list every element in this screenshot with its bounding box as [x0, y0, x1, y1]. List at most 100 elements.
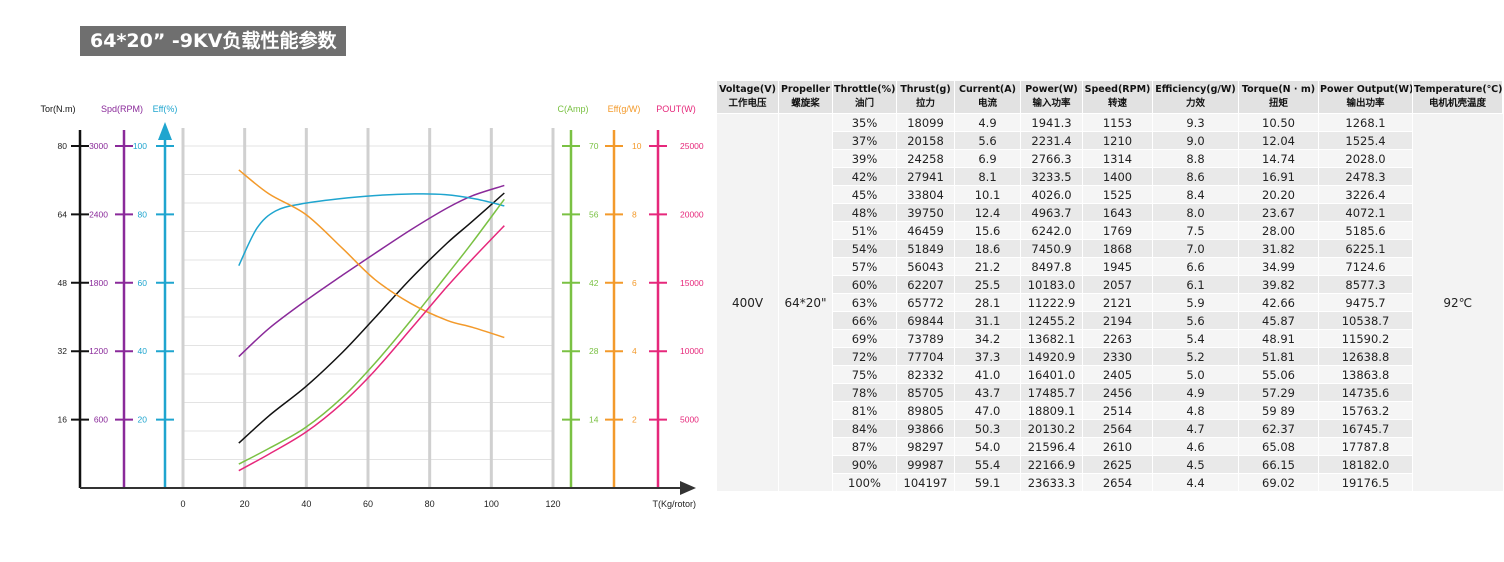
table-row: 57% 56043 21.2 8497.8 1945 6.6 34.99 7124.6 — [717, 257, 1503, 276]
table-cell: 77704 — [896, 347, 955, 366]
table-cell: 1210 — [1082, 131, 1153, 150]
column-header-en: Throttle(%) — [834, 84, 896, 95]
column-header: Thrust(g) 拉力 — [896, 80, 955, 114]
column-header: Power(W) 输入功率 — [1020, 80, 1083, 114]
table-cell: 14735.6 — [1318, 383, 1413, 402]
table-cell: 17485.7 — [1020, 383, 1083, 402]
amp-tick-label: 56 — [589, 209, 599, 219]
table-cell: 2263 — [1082, 329, 1153, 348]
table-cell: 51.81 — [1238, 347, 1319, 366]
column-header-cn: 输入功率 — [1032, 98, 1071, 109]
table-cell: 90% — [832, 455, 897, 474]
table-cell: 69.02 — [1238, 473, 1319, 492]
tor-tick-label: 32 — [58, 346, 68, 356]
amp-tick-label: 14 — [589, 415, 599, 425]
table-cell: 55.06 — [1238, 365, 1319, 384]
temperature-cell: 92℃ — [1412, 113, 1503, 492]
column-header-en: Torque(N · m) — [1241, 84, 1316, 95]
table-cell: 1643 — [1082, 203, 1153, 222]
table-cell: 7124.6 — [1318, 257, 1413, 276]
table-cell: 89805 — [896, 401, 955, 420]
table-row: 78% 85705 43.7 17485.7 2456 4.9 57.29 14735.6 — [717, 383, 1503, 402]
table-cell: 1945 — [1082, 257, 1153, 276]
amp-series-line — [238, 198, 505, 465]
column-header-cn: 输出功率 — [1346, 98, 1385, 109]
table-cell: 59 89 — [1238, 401, 1319, 420]
table-cell: 33804 — [896, 185, 955, 204]
column-header: Propeller 螺旋桨 — [778, 80, 833, 114]
table-row: 48% 39750 12.4 4963.7 1643 8.0 23.67 4072.1 — [717, 203, 1503, 222]
table-cell: 11590.2 — [1318, 329, 1413, 348]
table-cell: 28.1 — [954, 293, 1021, 312]
table-cell: 65772 — [896, 293, 955, 312]
table-cell: 8.1 — [954, 167, 1021, 186]
column-header-cn: 扭矩 — [1268, 98, 1288, 109]
table-cell: 7450.9 — [1020, 239, 1083, 258]
table-row: 39% 24258 6.9 2766.3 1314 8.8 14.74 2028.0 — [717, 149, 1503, 168]
table-cell: 25.5 — [954, 275, 1021, 294]
table-cell: 56043 — [896, 257, 955, 276]
table-row: 84% 93866 50.3 20130.2 2564 4.7 62.37 16745.7 — [717, 419, 1503, 438]
table-cell: 16401.0 — [1020, 365, 1083, 384]
column-header-cn: 拉力 — [915, 98, 935, 109]
table-cell: 12638.8 — [1318, 347, 1413, 366]
table-cell: 2766.3 — [1020, 149, 1083, 168]
column-header: Speed(RPM) 转速 — [1082, 80, 1153, 114]
table-cell: 60% — [832, 275, 897, 294]
eff-tick-label: 80 — [138, 209, 148, 219]
pout-tick-label: 25000 — [680, 141, 704, 151]
table-row: 69% 73789 34.2 13682.1 2263 5.4 48.91 11590.2 — [717, 329, 1503, 348]
table-cell: 12.4 — [954, 203, 1021, 222]
table-cell: 20158 — [896, 131, 955, 150]
table-cell: 6.6 — [1152, 257, 1239, 276]
pout-tick-label: 10000 — [680, 346, 704, 356]
table-cell: 5.6 — [954, 131, 1021, 150]
table-cell: 7.5 — [1152, 221, 1239, 240]
table-cell: 2514 — [1082, 401, 1153, 420]
table-cell: 4963.7 — [1020, 203, 1083, 222]
table-cell: 65.08 — [1238, 437, 1319, 456]
table-cell: 16.91 — [1238, 167, 1319, 186]
table-cell: 45.87 — [1238, 311, 1319, 330]
table-row: 90% 99987 55.4 22166.9 2625 4.5 66.15 18182.0 — [717, 455, 1503, 474]
spd-series-line — [238, 184, 505, 358]
table-cell: 12.04 — [1238, 131, 1319, 150]
table-cell: 20130.2 — [1020, 419, 1083, 438]
spd-tick-label: 1200 — [89, 346, 108, 356]
table-cell: 7.0 — [1152, 239, 1239, 258]
table-cell: 10.1 — [954, 185, 1021, 204]
effg-series-line — [238, 169, 505, 339]
column-header-cn: 电流 — [977, 98, 997, 109]
table-cell: 1314 — [1082, 149, 1153, 168]
table-cell: 45% — [832, 185, 897, 204]
table-cell: 2057 — [1082, 275, 1153, 294]
table-cell: 81% — [832, 401, 897, 420]
table-row: 54% 51849 18.6 7450.9 1868 7.0 31.82 6225.1 — [717, 239, 1503, 258]
table-cell: 15763.2 — [1318, 401, 1413, 420]
pout-tick-label: 20000 — [680, 209, 704, 219]
table-cell: 22166.9 — [1020, 455, 1083, 474]
table-cell: 8577.3 — [1318, 275, 1413, 294]
table-cell: 16745.7 — [1318, 419, 1413, 438]
table-cell: 57.29 — [1238, 383, 1319, 402]
table-cell: 42% — [832, 167, 897, 186]
column-header: Voltage(V) 工作电压 — [716, 80, 779, 114]
performance-table-container: Voltage(V) 工作电压 Propeller 螺旋桨 Throttle(%) 油门 T… — [716, 80, 1503, 492]
eff-tick-label: 60 — [138, 278, 148, 288]
effg-tick-label: 2 — [632, 415, 637, 425]
spd-axis-label: Spd(RPM) — [101, 104, 143, 114]
column-header: Power Output(W) 输出功率 — [1318, 80, 1413, 114]
table-cell: 18809.1 — [1020, 401, 1083, 420]
table-row: 42% 27941 8.1 3233.5 1400 8.6 16.91 2478.3 — [717, 167, 1503, 186]
table-cell: 57% — [832, 257, 897, 276]
table-cell: 2478.3 — [1318, 167, 1413, 186]
table-cell: 5185.6 — [1318, 221, 1413, 240]
table-cell: 72% — [832, 347, 897, 366]
spd-tick-label: 1800 — [89, 278, 108, 288]
effg-axis-label: Eff(g/W) — [608, 104, 641, 114]
table-cell: 41.0 — [954, 365, 1021, 384]
table-cell: 9475.7 — [1318, 293, 1413, 312]
table-cell: 4.7 — [1152, 419, 1239, 438]
table-cell: 6.1 — [1152, 275, 1239, 294]
propeller-cell: 64*20" — [778, 113, 833, 492]
